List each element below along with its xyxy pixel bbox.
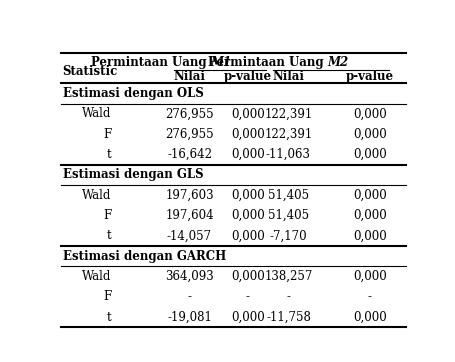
Text: 0,000: 0,000	[352, 128, 386, 141]
Text: Permintaan Uang: Permintaan Uang	[207, 56, 327, 69]
Text: Estimasi dengan GLS: Estimasi dengan GLS	[63, 168, 203, 181]
Text: F: F	[103, 128, 111, 141]
Text: 0,000: 0,000	[230, 270, 264, 283]
Text: F: F	[103, 290, 111, 303]
Text: Nilai: Nilai	[272, 70, 304, 83]
Text: 51,405: 51,405	[268, 209, 308, 222]
Text: Estimasi dengan GARCH: Estimasi dengan GARCH	[63, 250, 226, 263]
Text: 122,391: 122,391	[264, 128, 312, 141]
Text: 0,000: 0,000	[230, 128, 264, 141]
Text: 197,604: 197,604	[165, 209, 213, 222]
Text: -7,170: -7,170	[269, 230, 307, 243]
Text: Wald: Wald	[82, 107, 111, 120]
Text: Statistic: Statistic	[62, 66, 117, 78]
Text: t: t	[107, 311, 111, 324]
Text: -11,063: -11,063	[265, 148, 310, 161]
Text: 276,955: 276,955	[165, 107, 213, 120]
Text: 0,000: 0,000	[352, 230, 386, 243]
Text: 0,000: 0,000	[230, 148, 264, 161]
Text: -: -	[286, 290, 290, 303]
Text: 0,000: 0,000	[230, 107, 264, 120]
Text: 0,000: 0,000	[352, 209, 386, 222]
Text: Estimasi dengan OLS: Estimasi dengan OLS	[63, 87, 203, 100]
Text: -16,642: -16,642	[167, 148, 212, 161]
Text: 0,000: 0,000	[230, 311, 264, 324]
Text: F: F	[103, 209, 111, 222]
Text: -19,081: -19,081	[167, 311, 212, 324]
Text: 138,257: 138,257	[264, 270, 312, 283]
Text: 0,000: 0,000	[352, 148, 386, 161]
Text: 0,000: 0,000	[230, 230, 264, 243]
Text: 364,093: 364,093	[165, 270, 213, 283]
Text: 197,603: 197,603	[165, 189, 213, 202]
Text: Permintaan Uang: Permintaan Uang	[91, 56, 210, 69]
Text: 0,000: 0,000	[352, 311, 386, 324]
Text: -14,057: -14,057	[167, 230, 212, 243]
Text: 122,391: 122,391	[264, 107, 312, 120]
Text: p-value: p-value	[345, 70, 393, 83]
Text: t: t	[107, 148, 111, 161]
Text: t: t	[107, 230, 111, 243]
Text: 51,405: 51,405	[268, 189, 308, 202]
Text: M2: M2	[327, 56, 348, 69]
Text: 0,000: 0,000	[230, 209, 264, 222]
Text: -: -	[187, 290, 191, 303]
Text: Wald: Wald	[82, 270, 111, 283]
Text: p-value: p-value	[223, 70, 271, 83]
Text: Nilai: Nilai	[173, 70, 205, 83]
Text: 276,955: 276,955	[165, 128, 213, 141]
Text: 0,000: 0,000	[352, 189, 386, 202]
Text: 0,000: 0,000	[352, 107, 386, 120]
Text: Wald: Wald	[82, 189, 111, 202]
Text: M1: M1	[210, 56, 231, 69]
Text: 0,000: 0,000	[352, 270, 386, 283]
Text: -: -	[245, 290, 249, 303]
Text: -11,758: -11,758	[265, 311, 310, 324]
Text: -: -	[367, 290, 371, 303]
Text: 0,000: 0,000	[230, 189, 264, 202]
